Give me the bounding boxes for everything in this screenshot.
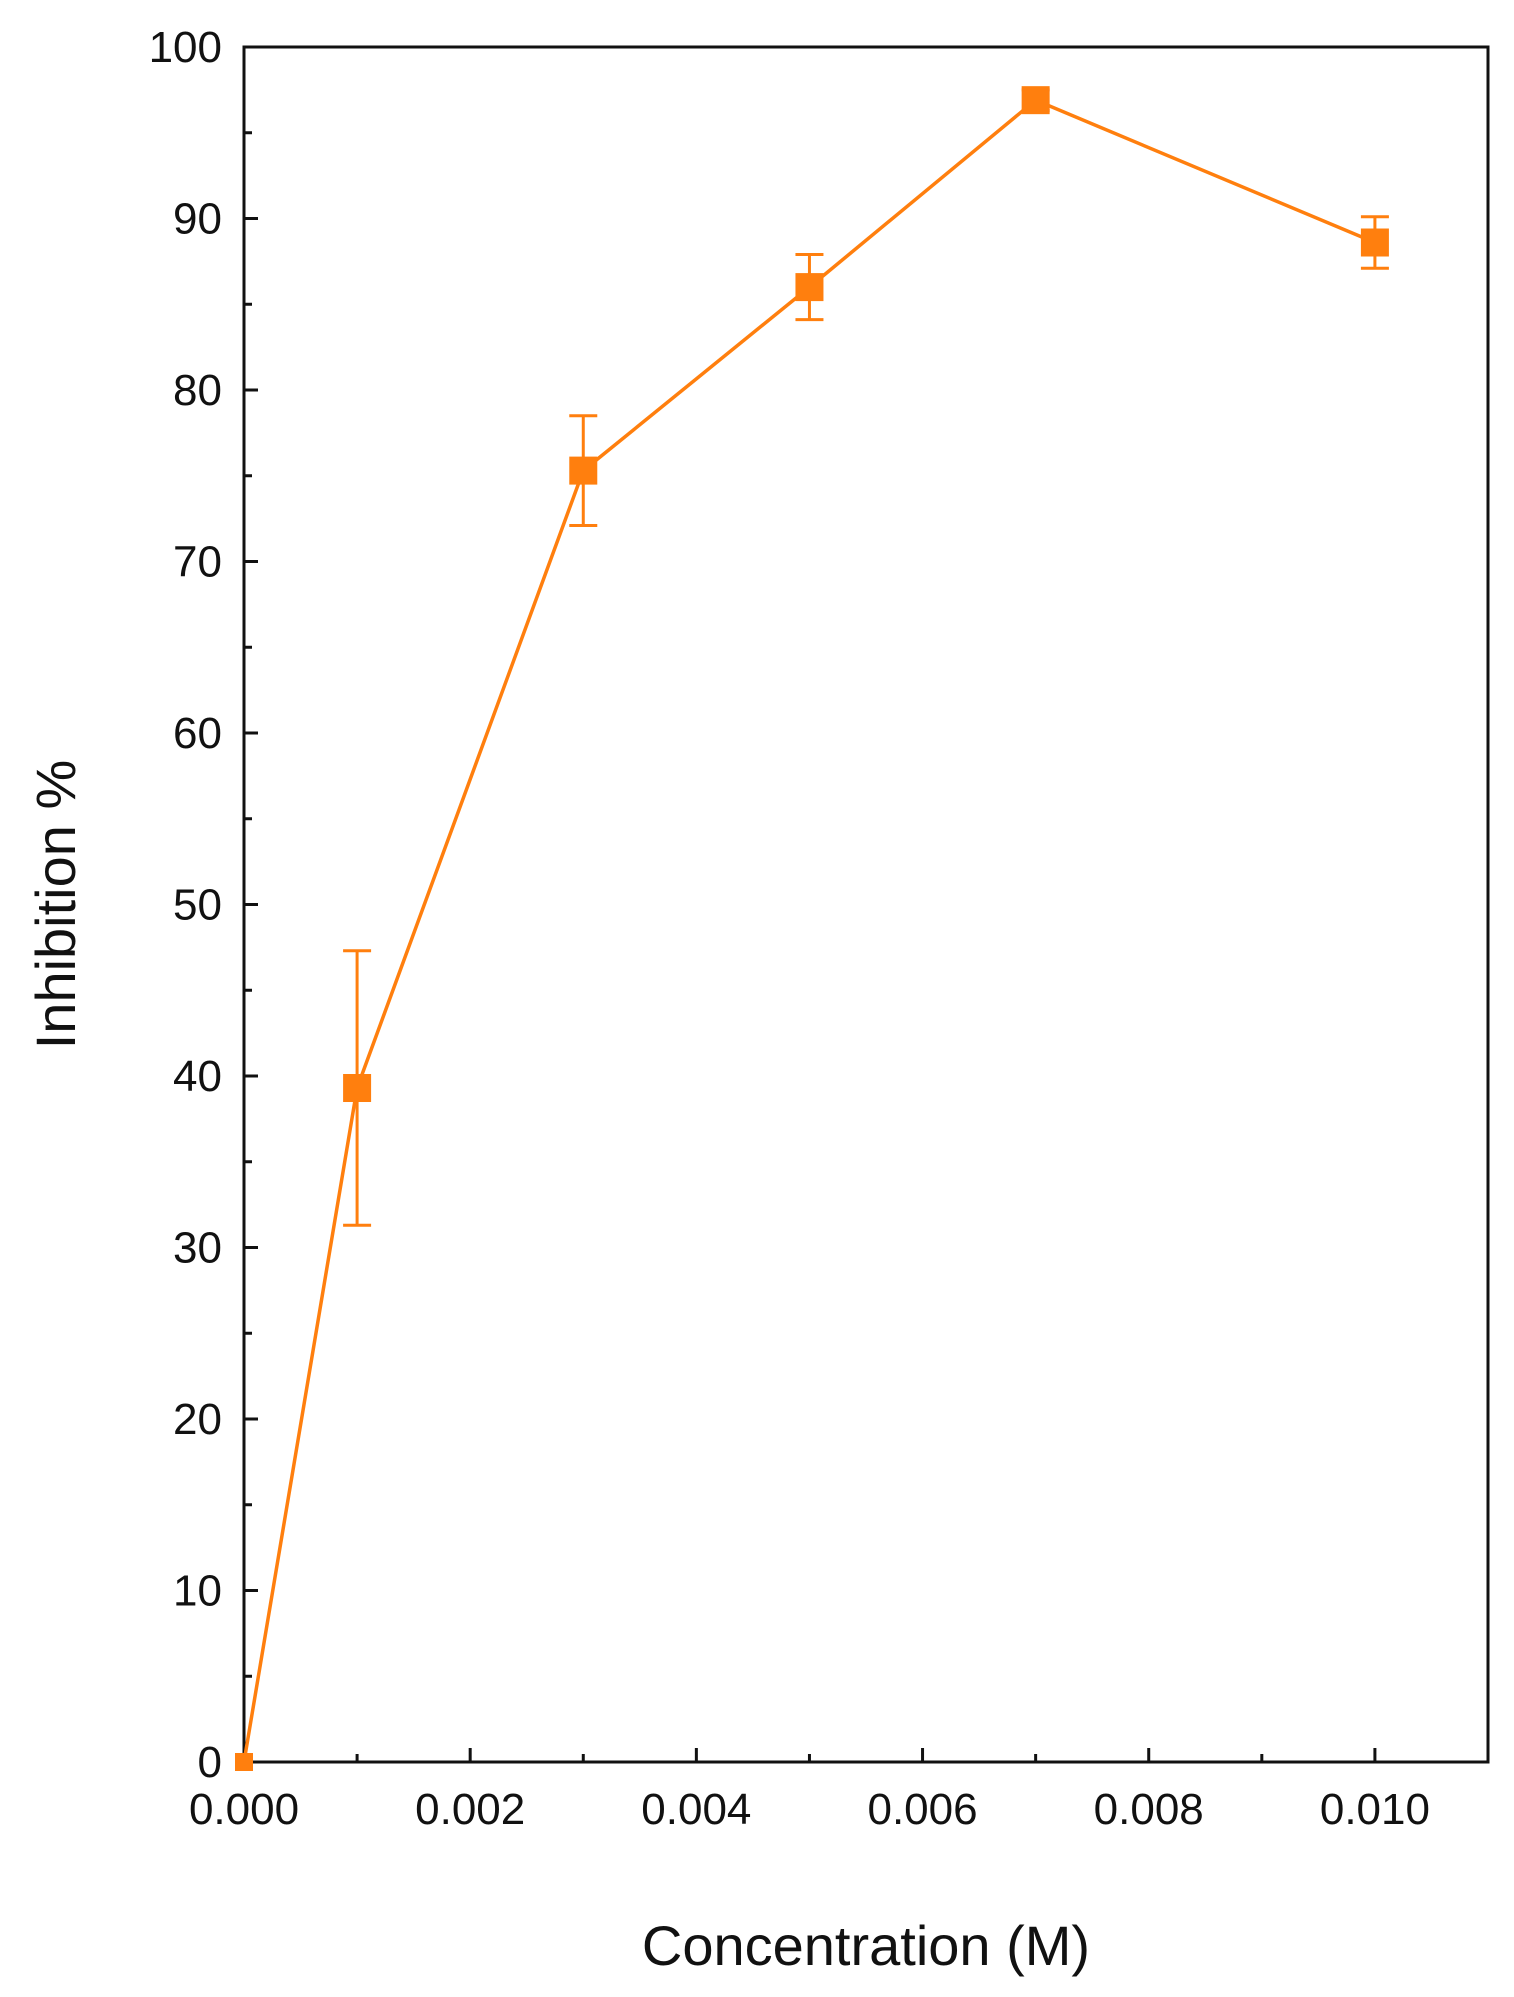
y-tick-label: 60 bbox=[173, 709, 222, 758]
y-tick-label: 0 bbox=[198, 1738, 222, 1787]
x-tick-label: 0.006 bbox=[867, 1785, 977, 1834]
data-point bbox=[569, 456, 598, 485]
x-tick-label: 0.002 bbox=[415, 1785, 525, 1834]
y-tick-label: 70 bbox=[173, 538, 222, 587]
x-tick-label: 0.004 bbox=[641, 1785, 751, 1834]
axes: 0 10 20 30 40 50 60 70 80 90 100 0.000 0.002 0.004 0.0… bbox=[149, 23, 1430, 1834]
y-tick-label: 30 bbox=[173, 1224, 222, 1273]
data-point bbox=[1021, 86, 1050, 115]
x-tick-label: 0.000 bbox=[189, 1785, 299, 1834]
x-tick-label: 0.008 bbox=[1094, 1785, 1204, 1834]
series-layer bbox=[235, 86, 1389, 1771]
x-tick-label: 0.010 bbox=[1320, 1785, 1430, 1834]
data-point bbox=[795, 273, 824, 302]
y-tick-label: 90 bbox=[173, 195, 222, 244]
y-tick-label: 20 bbox=[173, 1395, 222, 1444]
y-tick-label: 10 bbox=[173, 1567, 222, 1616]
series-line bbox=[242, 98, 1376, 1763]
y-tick-label: 100 bbox=[149, 23, 222, 72]
data-point bbox=[235, 1753, 253, 1771]
data-point bbox=[343, 1074, 372, 1103]
y-tick-label: 50 bbox=[173, 881, 222, 930]
y-tick-label: 40 bbox=[173, 1052, 222, 1101]
y-axis-title: Inhibition % bbox=[24, 760, 87, 1050]
x-axis-title: Concentration (M) bbox=[642, 1914, 1090, 1977]
y-tick-label: 80 bbox=[173, 366, 222, 415]
data-point bbox=[1360, 228, 1389, 257]
